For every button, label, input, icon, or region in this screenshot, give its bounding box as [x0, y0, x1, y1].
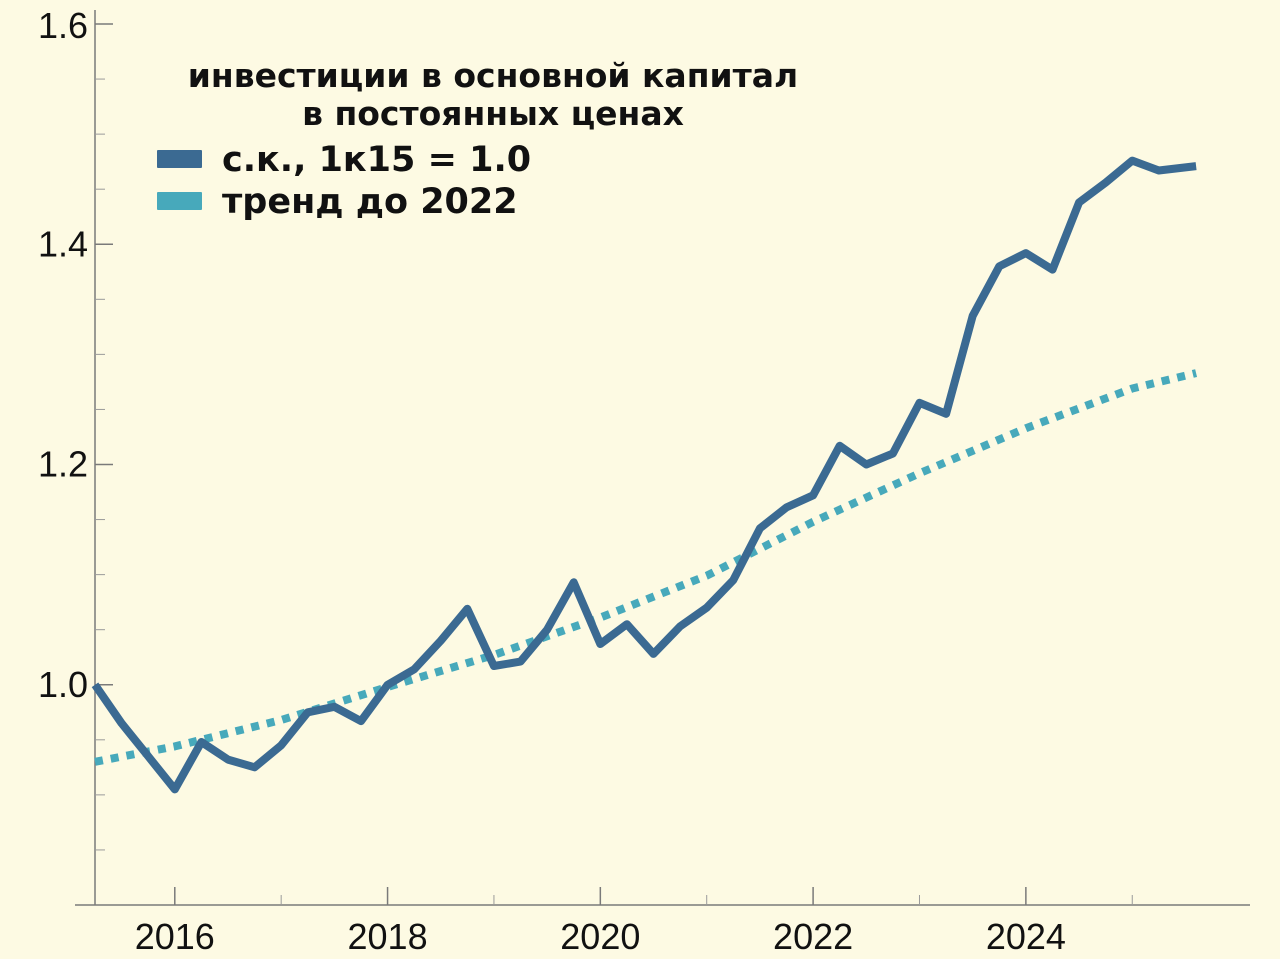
series-layer: [91, 156, 1198, 794]
y-tick-label: 1.4: [38, 223, 88, 264]
legend-title-line-2: в постоянных ценах: [302, 94, 684, 133]
legend-swatch-series: [157, 150, 202, 168]
y-tick-label: 1.2: [38, 444, 88, 485]
legend: инвестиции в основной капитал в постоянн…: [157, 56, 798, 222]
trend-line: [94, 369, 1198, 766]
x-tick-label: 2018: [348, 916, 428, 957]
legend-swatch-trend: [157, 192, 202, 210]
legend-label-series: с.к., 1к15 = 1.0: [222, 140, 531, 180]
x-tick-label: 2016: [135, 916, 215, 957]
investment-series-line: [91, 156, 1197, 794]
x-tick-label: 2022: [773, 916, 853, 957]
y-tick-label: 1.0: [38, 664, 88, 705]
x-axis-ticks: 2016 2018 2020 2022 2024: [135, 887, 1133, 957]
x-tick-label: 2020: [560, 916, 640, 957]
y-axis-ticks: 1.0 1.2 1.4 1.6: [38, 5, 113, 851]
legend-label-trend: тренд до 2022: [222, 182, 518, 222]
legend-title-line-1: инвестиции в основной капитал: [188, 56, 798, 95]
y-tick-label: 1.6: [38, 5, 88, 46]
x-tick-label: 2024: [986, 916, 1066, 957]
